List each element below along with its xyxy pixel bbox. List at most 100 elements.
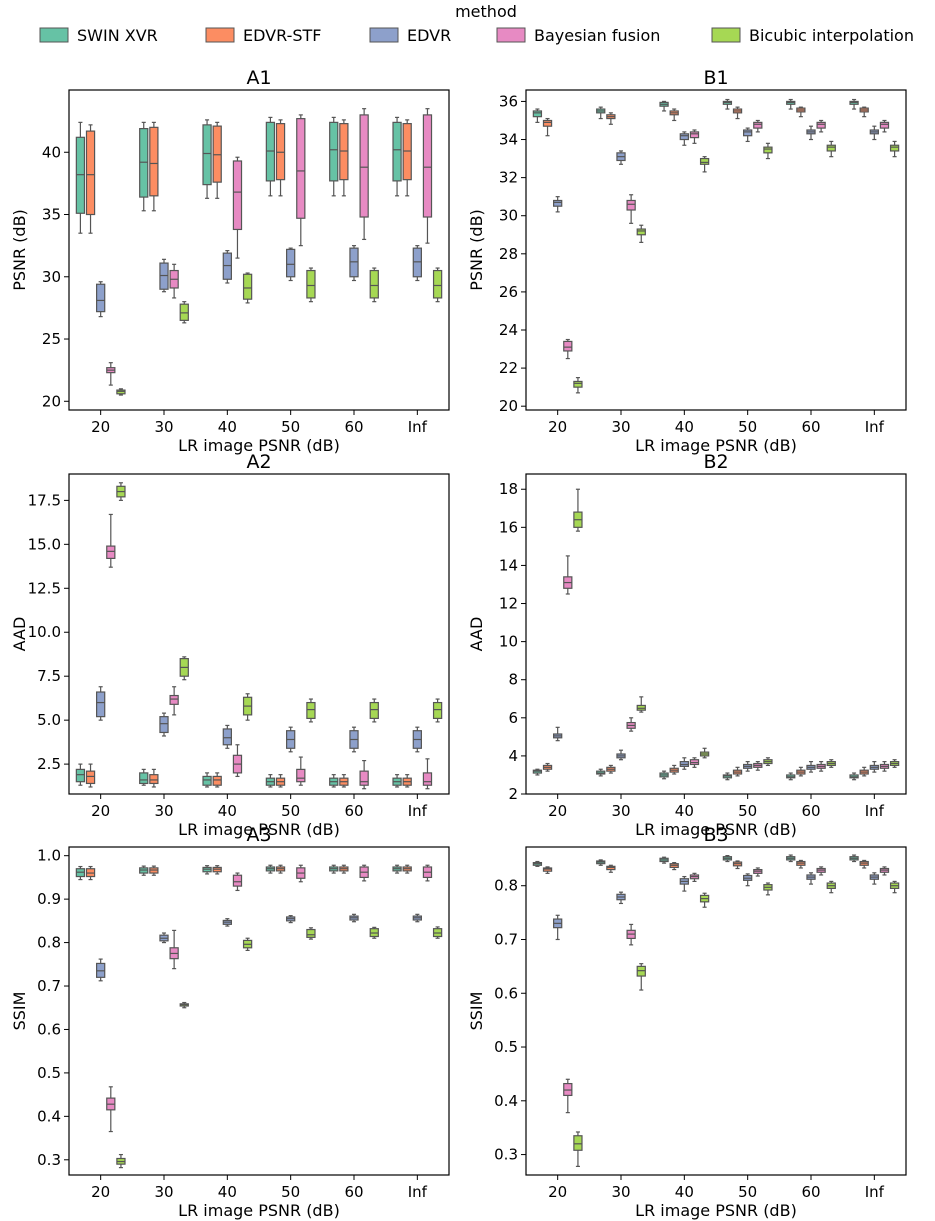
box-B2-4-4: [826, 759, 836, 768]
box-A1-2-1: [159, 258, 169, 293]
y-axis-label: SSIM: [467, 992, 486, 1031]
y-tick-label: 7.5: [37, 667, 61, 685]
box-A2-2-2: [222, 724, 232, 749]
y-tick-label: 0.8: [37, 934, 61, 952]
box-B1-3-5: [879, 119, 890, 133]
y-tick-label: 25: [42, 330, 61, 348]
y-tick-label: 28: [499, 245, 518, 263]
box-body: [339, 123, 349, 181]
box-A1-2-3: [286, 247, 296, 282]
box-body: [563, 340, 573, 352]
plot-frame: [525, 473, 907, 795]
y-tick-label: 0.4: [37, 1107, 61, 1125]
box-B2-1-4: [796, 766, 806, 777]
y-tick-label: 36: [499, 92, 518, 110]
y-tick-label: 14: [499, 556, 518, 574]
box-A2-4-1: [179, 656, 189, 681]
box-B1-2-2: [679, 131, 689, 146]
y-axis-label: PSNR (dB): [467, 209, 486, 291]
y-tick-label: 26: [499, 283, 518, 301]
y-tick-label: 0.8: [494, 877, 518, 895]
box-body: [96, 691, 106, 718]
panel-B3: B3 0.3 0.4 0.5 0.6 0.7 0.8 20 30 40 50 60 Inf LR imag…: [467, 824, 907, 1220]
box-body: [139, 127, 149, 198]
box-B3-0-0: [532, 860, 543, 867]
box-B2-3-3: [753, 761, 763, 771]
box-body: [159, 716, 169, 734]
legend-swatch-2: [369, 27, 399, 43]
box-body: [306, 269, 316, 299]
box-A3-2-2: [222, 918, 232, 927]
y-tick-label: 1.0: [37, 847, 61, 865]
box-body: [743, 129, 753, 137]
x-tick-label: 30: [611, 802, 630, 820]
box-B1-0-1: [596, 106, 606, 120]
y-tick-label: 6: [508, 709, 518, 727]
y-tick-label: 15.0: [28, 535, 61, 553]
plot-frame: [68, 89, 450, 411]
box-B3-3-0: [563, 1078, 573, 1114]
box-body: [96, 283, 106, 313]
legend-label-0: SWIN XVR: [77, 26, 158, 45]
x-tick-label: 50: [281, 1183, 300, 1201]
box-A1-1-0: [85, 124, 96, 234]
box-B3-2-0: [553, 914, 563, 941]
y-tick-label: 20: [499, 397, 518, 415]
x-tick-label: 20: [91, 802, 110, 820]
box-A2-0-1: [139, 768, 149, 786]
panel-title: A2: [246, 451, 271, 473]
box-B1-0-4: [786, 98, 796, 110]
box-B3-3-5: [879, 866, 890, 876]
x-axis-label: LR image PSNR (dB): [635, 436, 797, 455]
plot-frame: [68, 473, 450, 795]
box-body: [422, 114, 433, 218]
box-body: [532, 110, 543, 118]
y-tick-label: 0.6: [37, 1020, 61, 1038]
box-B1-4-1: [636, 224, 646, 243]
x-tick-label: 40: [675, 418, 694, 436]
legend-label-3: Bayesian fusion: [534, 26, 660, 45]
box-body: [85, 770, 96, 785]
x-axis-label: LR image PSNR (dB): [178, 1201, 340, 1220]
box-A1-4-3: [306, 267, 316, 303]
box-B1-4-5: [889, 140, 900, 158]
box-B2-2-2: [679, 757, 689, 770]
box-body: [149, 126, 159, 197]
box-body: [542, 119, 553, 127]
box-A1-4-0: [116, 388, 126, 396]
box-body: [306, 928, 316, 938]
box-body: [139, 772, 149, 785]
box-B2-4-5: [889, 759, 900, 768]
box-A2-4-3: [306, 698, 316, 723]
box-B2-4-0: [573, 488, 583, 532]
box-A2-3-0: [106, 513, 116, 568]
box-B3-2-3: [743, 873, 753, 887]
y-tick-label: 0.7: [494, 930, 518, 948]
x-tick-label: Inf: [865, 1183, 885, 1201]
x-tick-label: 20: [91, 1183, 110, 1201]
x-tick-label: 60: [801, 1183, 820, 1201]
y-tick-label: 12.5: [28, 579, 61, 597]
x-axis-label: LR image PSNR (dB): [635, 820, 797, 839]
box-A2-0-4: [329, 774, 339, 788]
box-body: [763, 146, 773, 154]
box-body: [306, 701, 316, 719]
box-B1-2-0: [553, 196, 563, 213]
box-A3-4-3: [306, 927, 316, 940]
box-A3-2-4: [349, 913, 359, 923]
box-body: [202, 775, 212, 786]
box-B2-3-4: [816, 761, 826, 772]
box-A1-2-4: [349, 245, 359, 282]
box-B3-0-3: [722, 855, 733, 863]
box-A1-3-5: [422, 108, 433, 244]
box-A3-1-0: [85, 865, 96, 881]
y-tick-label: 22: [499, 359, 518, 377]
x-tick-label: 60: [344, 1183, 363, 1201]
box-body: [422, 772, 433, 786]
box-B3-1-1: [606, 864, 616, 873]
y-tick-label: 32: [499, 169, 518, 187]
box-A3-2-5: [412, 913, 422, 923]
box-A1-4-5: [432, 267, 443, 303]
x-tick-label: 30: [154, 418, 173, 436]
y-axis-label: AAD: [467, 617, 486, 652]
